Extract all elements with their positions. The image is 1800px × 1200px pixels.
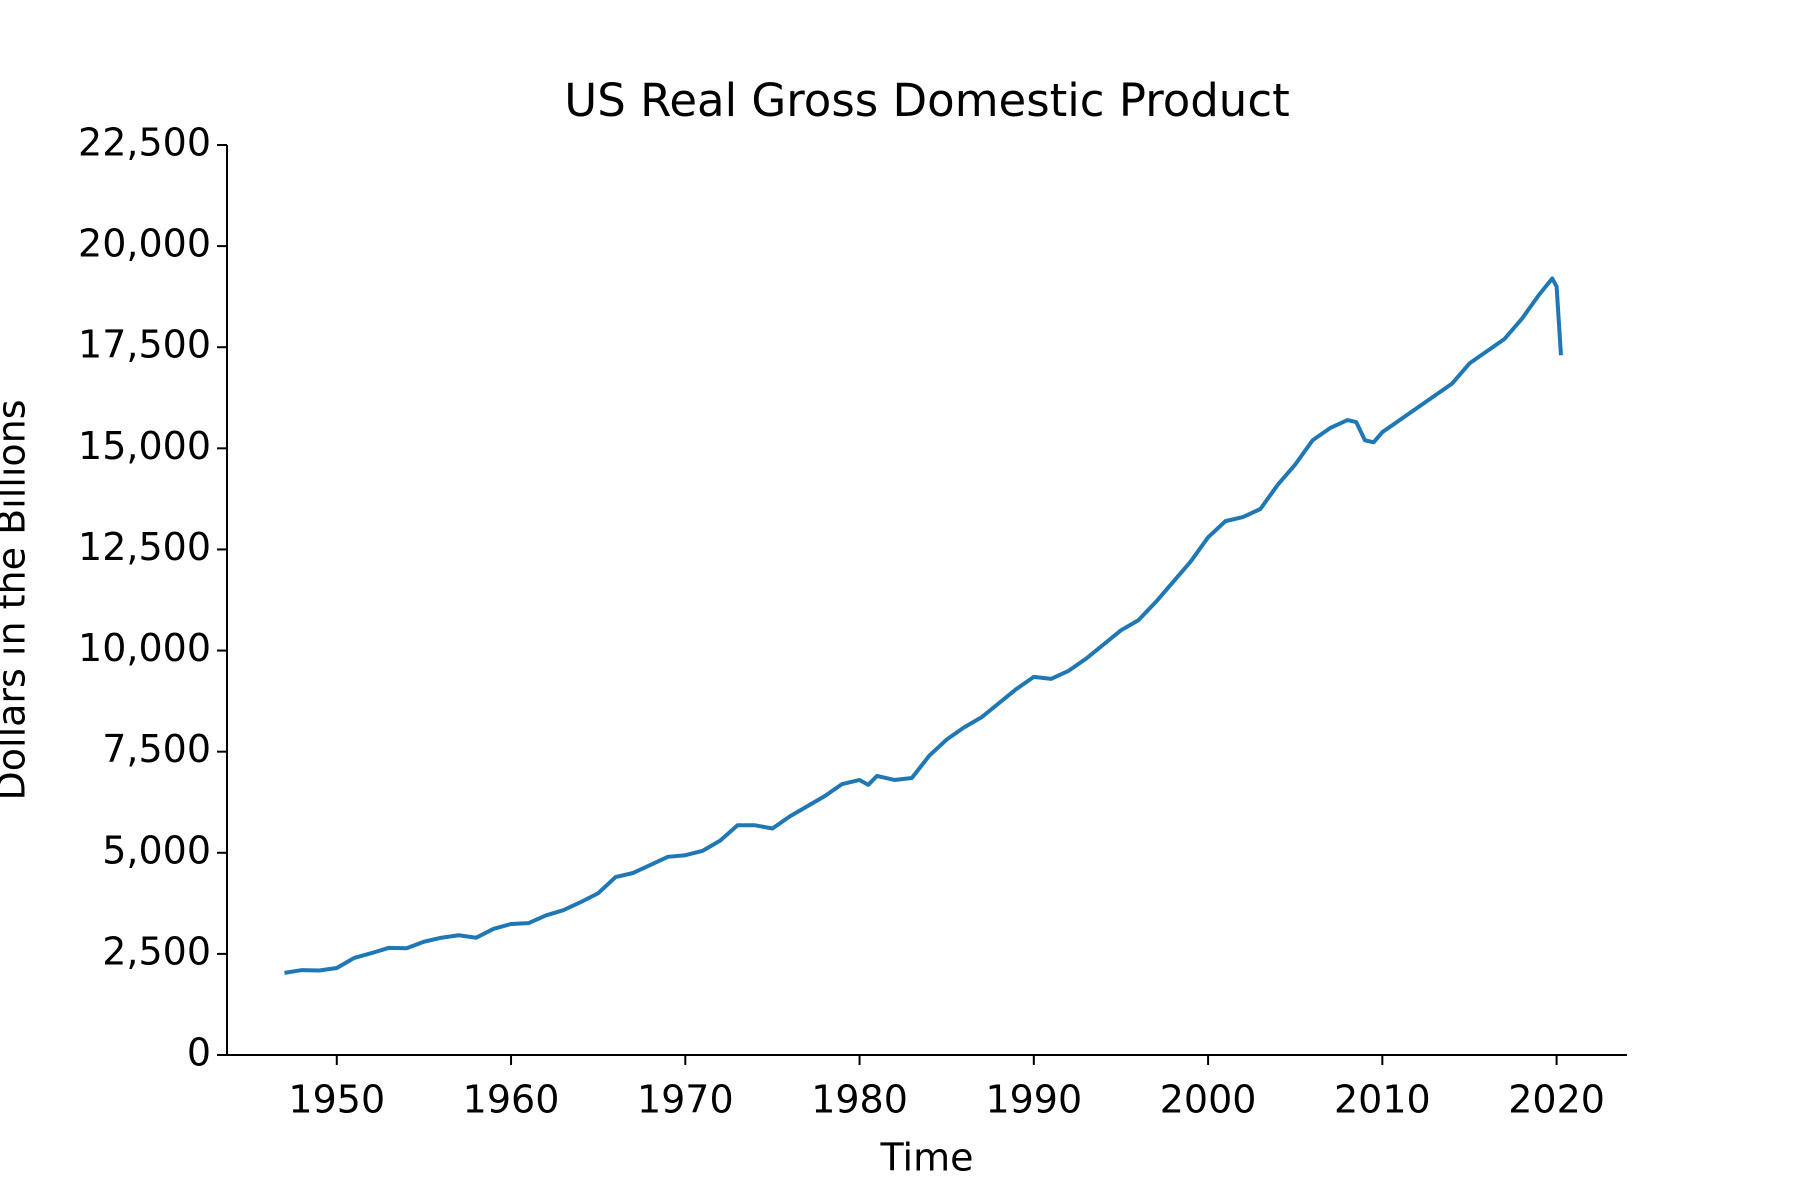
y-tick-label: 12,500 <box>78 525 211 569</box>
chart-title: US Real Gross Domestic Product <box>564 74 1289 127</box>
y-tick-label: 17,500 <box>78 323 211 367</box>
y-tick-label: 7,500 <box>102 727 211 771</box>
y-tick-label: 20,000 <box>78 222 211 266</box>
x-tick-label: 1980 <box>811 1078 908 1122</box>
x-tick-label: 1970 <box>637 1078 734 1122</box>
x-tick-label: 1990 <box>985 1078 1082 1122</box>
x-axis-label: Time <box>880 1136 974 1180</box>
x-tick-label: 2020 <box>1508 1078 1605 1122</box>
x-tick-label: 1960 <box>463 1078 560 1122</box>
y-tick-label: 5,000 <box>102 828 211 872</box>
y-tick-label: 0 <box>187 1031 211 1075</box>
data-line <box>284 276 1563 975</box>
y-tick-label: 22,500 <box>78 121 211 165</box>
x-tick-label: 1950 <box>288 1078 385 1122</box>
y-axis-label: Dollars in the Billions <box>0 399 34 800</box>
y-tick-label: 15,000 <box>78 424 211 468</box>
y-tick-label: 10,000 <box>78 626 211 670</box>
x-tick-label: 2000 <box>1160 1078 1257 1122</box>
y-tick-label: 2,500 <box>102 929 211 973</box>
x-tick-label: 2010 <box>1334 1078 1431 1122</box>
